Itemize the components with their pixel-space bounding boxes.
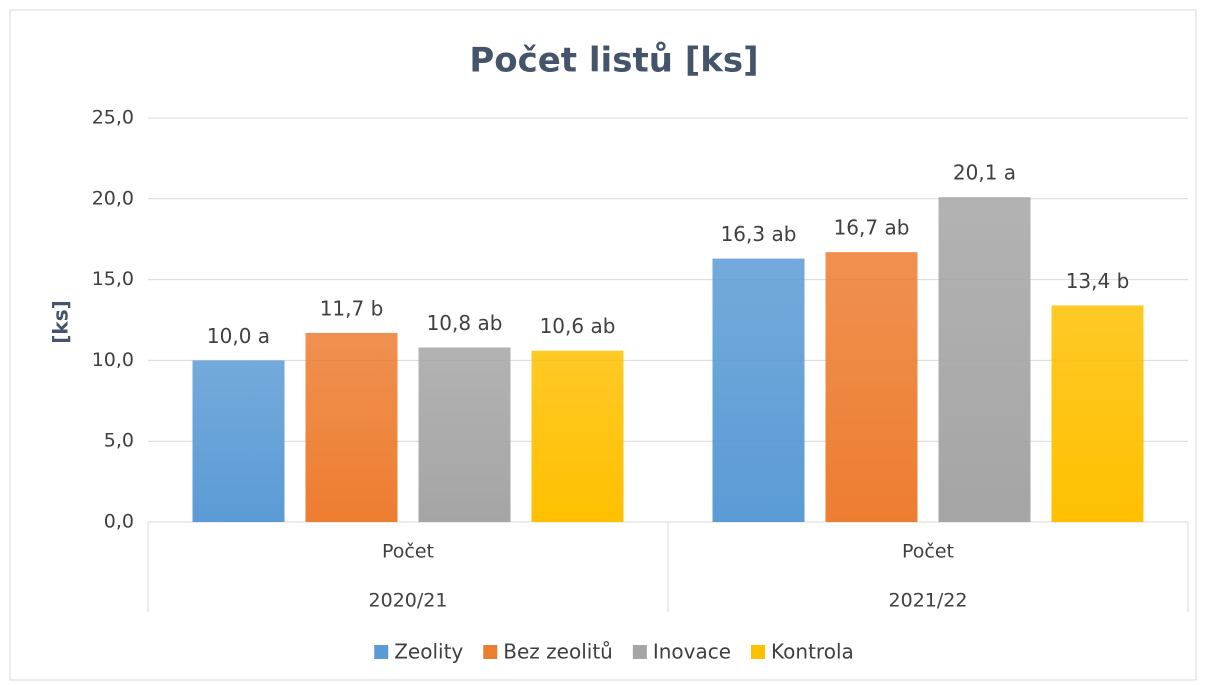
legend-label: Inovace [653, 640, 731, 664]
bar [825, 252, 918, 523]
chart-title: Počet listů [ks] [469, 41, 758, 81]
y-tick-label: 10,0 [92, 349, 134, 371]
data-label: 11,7 b [320, 296, 384, 320]
y-tick-label: 20,0 [92, 187, 134, 209]
data-label: 13,4 b [1066, 269, 1130, 293]
legend-label: Zeolity [394, 640, 463, 664]
legend-swatch [483, 645, 498, 659]
y-axis-label: [ks] [49, 300, 73, 344]
y-tick-label: 0,0 [104, 511, 134, 533]
legend-swatch [374, 645, 389, 659]
y-tick-label: 15,0 [92, 268, 134, 290]
data-label: 10,0 a [207, 324, 270, 348]
legend-swatch [751, 645, 766, 659]
data-label: 10,8 ab [427, 311, 503, 335]
y-tick-label: 25,0 [92, 107, 134, 129]
bar [192, 360, 285, 522]
bar [418, 347, 511, 522]
x-tick-label: Počet [902, 541, 954, 563]
legend-label: Kontrola [771, 640, 854, 664]
legend-label: Bez zeolitů [503, 640, 613, 664]
bar [938, 197, 1031, 522]
x-group-label: 2020/21 [369, 590, 448, 612]
x-tick-label: Počet [382, 541, 434, 563]
y-tick-label: 5,0 [104, 430, 134, 452]
data-label: 10,6 ab [540, 314, 616, 338]
x-group-label: 2021/22 [889, 590, 968, 612]
bar [712, 258, 805, 522]
bar [305, 332, 398, 522]
data-label: 16,3 ab [721, 222, 797, 246]
data-label: 16,7 ab [834, 216, 910, 240]
bar [1051, 305, 1144, 522]
bar [531, 350, 624, 522]
legend-swatch [632, 645, 647, 659]
data-label: 20,1 a [953, 161, 1016, 185]
